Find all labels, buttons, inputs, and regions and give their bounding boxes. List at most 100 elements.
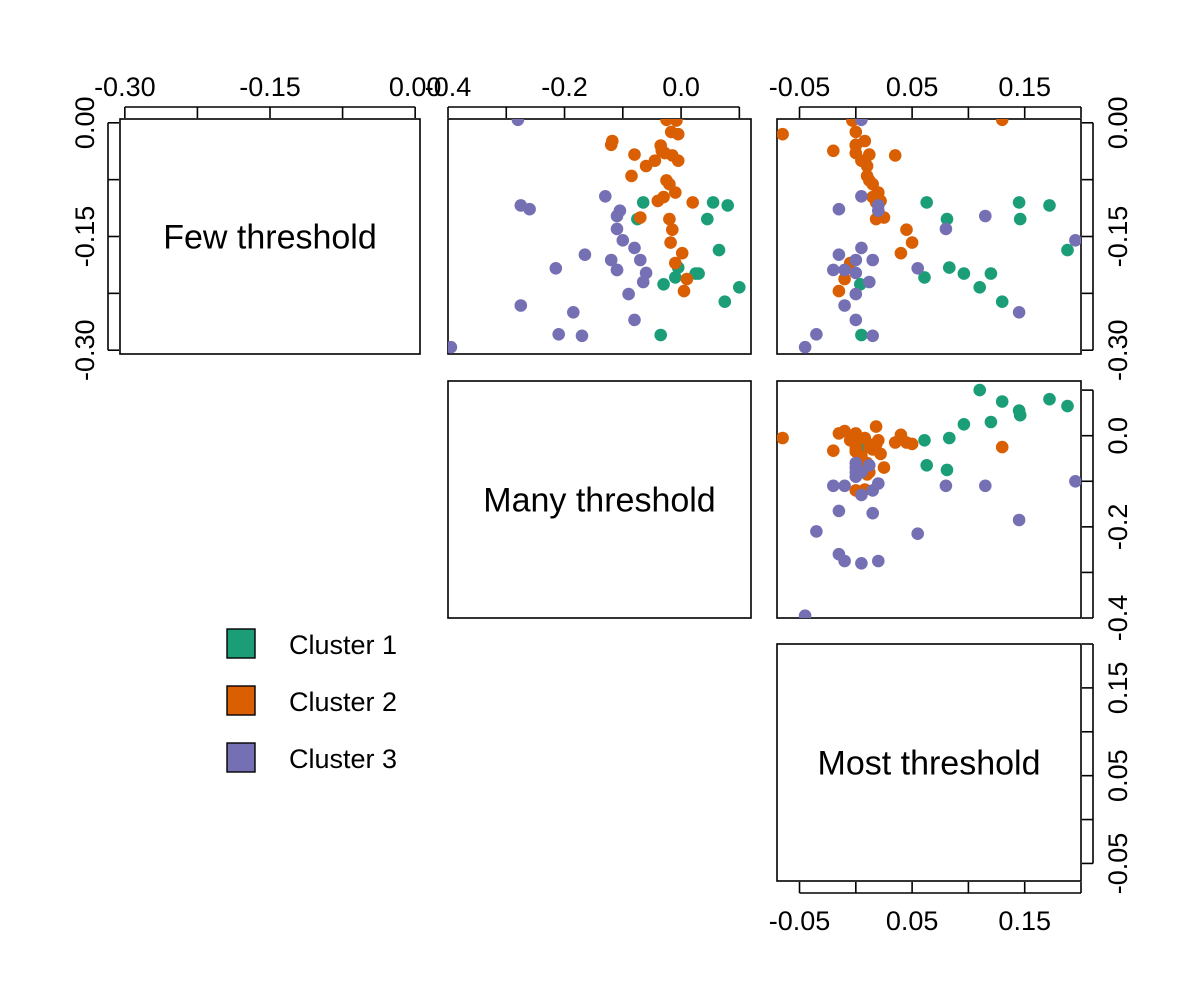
right-tick-label-few-threshold: 0.00 [1103, 97, 1133, 150]
point-cluster-3 [1069, 234, 1081, 247]
left-tick-label-few-threshold: -0.15 [70, 206, 100, 268]
point-cluster-3 [616, 234, 630, 247]
point-cluster-3 [511, 119, 525, 127]
point-cluster-3 [832, 504, 846, 518]
right-tick-label-many-threshold: 0.0 [1103, 417, 1133, 455]
point-cluster-3 [872, 477, 885, 490]
point-cluster-3 [628, 313, 641, 327]
point-cluster-1 [1013, 408, 1027, 422]
point-cluster-1 [692, 267, 705, 280]
top-tick-label-few-threshold: -0.15 [239, 72, 301, 102]
point-cluster-2 [625, 169, 638, 183]
point-cluster-3 [610, 222, 624, 236]
point-cluster-2 [634, 211, 647, 224]
point-cluster-2 [675, 246, 689, 260]
variable-label-few-threshold: Few threshold [163, 219, 377, 257]
point-cluster-2 [894, 246, 908, 260]
point-cluster-2 [651, 194, 665, 208]
point-cluster-3 [911, 527, 924, 540]
panel-frame-2-2 [776, 643, 1082, 882]
point-cluster-1 [957, 418, 971, 431]
point-cluster-3 [855, 488, 868, 502]
point-cluster-2 [860, 159, 874, 173]
right-tick-label-many-threshold: -0.2 [1103, 504, 1133, 551]
point-cluster-2 [995, 119, 1009, 127]
point-cluster-2 [869, 420, 883, 433]
point-cluster-1 [920, 459, 933, 472]
point-cluster-3 [849, 287, 863, 301]
point-cluster-3 [798, 340, 812, 354]
point-cluster-1 [733, 281, 746, 294]
panel-frame-1-1 [447, 380, 752, 619]
point-cluster-1 [918, 271, 931, 284]
point-cluster-3 [849, 313, 863, 327]
point-cluster-3 [448, 340, 458, 354]
top-tick-label-most-threshold: 0.05 [886, 72, 939, 102]
point-cluster-2 [832, 427, 846, 440]
top-tick-label-many-threshold: -0.4 [425, 72, 472, 102]
point-cluster-1 [855, 328, 868, 342]
point-cluster-3 [832, 248, 846, 261]
right-tick-label-few-threshold: -0.30 [1103, 319, 1133, 381]
point-cluster-1 [973, 281, 986, 294]
point-cluster-3 [911, 262, 924, 275]
point-cluster-1 [984, 415, 998, 429]
point-cluster-3 [979, 479, 992, 493]
variable-label-many-threshold: Many threshold [483, 482, 715, 520]
point-cluster-3 [849, 253, 863, 267]
point-cluster-3 [979, 209, 992, 223]
point-cluster-3 [798, 609, 812, 618]
point-cluster-3 [838, 554, 851, 568]
point-cluster-1 [973, 383, 986, 397]
point-cluster-2 [671, 127, 685, 141]
point-cluster-1 [995, 395, 1009, 408]
point-cluster-1 [1061, 243, 1074, 257]
panel-frame-1-2 [776, 380, 1082, 619]
point-cluster-2 [843, 434, 857, 447]
point-cluster-3 [827, 263, 840, 277]
point-cluster-2 [877, 461, 891, 474]
point-cluster-3 [855, 557, 868, 570]
point-cluster-3 [849, 470, 863, 484]
right-tick-label-most-threshold: 0.15 [1103, 662, 1133, 715]
point-cluster-3 [849, 456, 863, 470]
point-cluster-3 [599, 190, 612, 203]
point-cluster-3 [849, 266, 863, 280]
point-cluster-2 [664, 236, 677, 249]
point-cluster-2 [669, 186, 682, 199]
point-cluster-3 [628, 241, 641, 255]
point-cluster-3 [610, 263, 624, 277]
point-cluster-3 [514, 299, 528, 312]
panel-frame-0-1 [447, 118, 752, 355]
top-tick-label-most-threshold: 0.15 [998, 72, 1051, 102]
point-cluster-2 [832, 284, 846, 298]
point-cluster-2 [660, 119, 673, 127]
legend-label-cluster-3: Cluster 3 [289, 744, 397, 774]
points-cluster-3-panel-0-1 [448, 119, 653, 354]
legend: Cluster 1 Cluster 2 Cluster 3 [226, 628, 397, 774]
point-cluster-2 [888, 149, 902, 162]
legend-label-cluster-1: Cluster 1 [289, 630, 397, 660]
point-cluster-3 [1069, 475, 1081, 488]
point-cluster-2 [838, 272, 851, 286]
point-cluster-2 [905, 236, 919, 249]
point-cluster-3 [604, 253, 618, 267]
left-tick-label-few-threshold: 0.00 [70, 97, 100, 150]
panels: Few threshold Many threshold Most threshol… [119, 118, 1082, 882]
legend-swatch-cluster-3 [226, 742, 256, 773]
point-cluster-3 [567, 306, 580, 319]
point-cluster-2 [827, 444, 840, 458]
point-cluster-3 [636, 275, 650, 289]
point-cluster-3 [855, 241, 868, 255]
point-cluster-1 [636, 196, 650, 209]
point-cluster-2 [686, 196, 699, 209]
point-cluster-2 [888, 436, 902, 449]
axes: -0.30 -0.15 0.00-0.4 -0.2 0.0 -0.05 0.05 0.15-0… [70, 72, 1133, 936]
point-cluster-2 [905, 437, 919, 451]
point-cluster-2 [606, 134, 619, 148]
point-cluster-3 [872, 554, 885, 568]
point-cluster-1 [957, 267, 971, 280]
point-cluster-3 [939, 222, 953, 236]
point-cluster-2 [849, 125, 863, 139]
point-cluster-3 [549, 262, 563, 275]
